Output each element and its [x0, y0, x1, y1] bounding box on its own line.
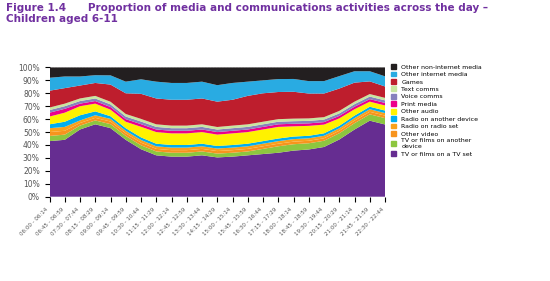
Text: Figure 1.4      Proportion of media and communications activities across the day: Figure 1.4 Proportion of media and commu…: [6, 3, 487, 24]
Legend: Other non-internet media, Other internet media, Games, Text comms, Voice comms, : Other non-internet media, Other internet…: [392, 64, 482, 157]
